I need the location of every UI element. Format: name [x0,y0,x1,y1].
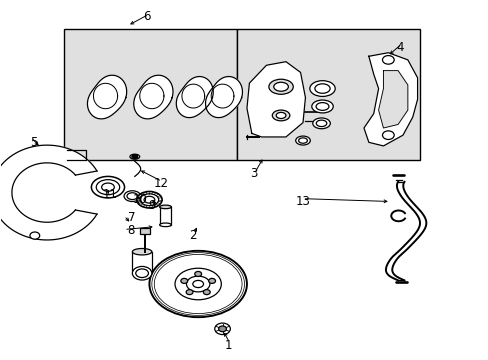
Text: 12: 12 [154,177,169,190]
Circle shape [186,289,193,294]
Ellipse shape [309,81,334,96]
Ellipse shape [144,196,155,203]
Ellipse shape [136,269,148,278]
Text: 4: 4 [396,41,404,54]
Ellipse shape [192,280,203,288]
Polygon shape [363,53,417,146]
Ellipse shape [132,266,152,280]
Circle shape [181,278,187,283]
Bar [64,30,237,160]
Polygon shape [0,145,97,240]
Circle shape [214,323,230,334]
Ellipse shape [273,82,288,91]
Ellipse shape [315,103,328,111]
Text: 5: 5 [30,136,38,149]
Polygon shape [176,77,213,118]
Ellipse shape [127,193,138,199]
Text: 13: 13 [295,195,310,208]
Text: 2: 2 [189,229,197,242]
Polygon shape [378,71,407,128]
Ellipse shape [124,191,141,202]
Ellipse shape [132,248,152,255]
Text: 8: 8 [127,224,135,237]
Ellipse shape [159,205,171,209]
Polygon shape [246,62,305,137]
Circle shape [203,289,210,294]
Ellipse shape [311,100,332,113]
Circle shape [382,55,393,64]
Text: 1: 1 [224,339,232,352]
Ellipse shape [268,79,293,94]
Bar [237,30,419,160]
Ellipse shape [314,84,329,93]
Circle shape [208,278,215,283]
Polygon shape [134,75,173,119]
Circle shape [30,232,40,239]
Circle shape [382,131,393,139]
Ellipse shape [96,180,120,195]
Text: 10: 10 [132,193,147,206]
Bar [159,207,171,225]
Ellipse shape [186,276,209,292]
Ellipse shape [159,223,171,226]
Ellipse shape [149,251,246,317]
Ellipse shape [298,138,307,143]
Ellipse shape [316,120,326,127]
Bar [132,252,152,271]
Circle shape [218,326,226,332]
Ellipse shape [272,110,289,121]
Ellipse shape [137,192,162,208]
Ellipse shape [91,176,124,198]
Text: 9: 9 [148,199,155,212]
Polygon shape [87,75,126,119]
Text: 3: 3 [250,167,257,180]
Ellipse shape [312,118,330,129]
Ellipse shape [140,194,158,206]
Bar [140,228,150,234]
Text: 6: 6 [143,10,150,23]
Circle shape [194,271,201,276]
Text: 11: 11 [102,188,118,201]
Text: 7: 7 [127,211,135,224]
Ellipse shape [130,154,140,159]
Ellipse shape [295,136,310,145]
Polygon shape [205,77,242,118]
Circle shape [132,154,138,159]
Ellipse shape [102,183,114,191]
Ellipse shape [276,112,285,118]
Ellipse shape [175,268,221,300]
